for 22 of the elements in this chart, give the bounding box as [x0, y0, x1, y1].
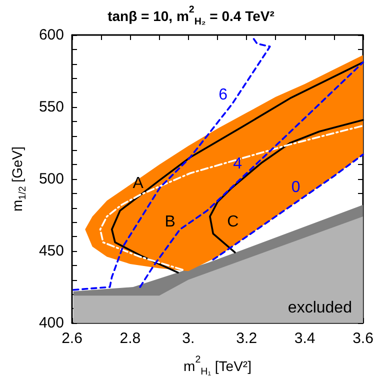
annotation: C [227, 213, 239, 230]
series-label: 0 [291, 178, 300, 196]
x-tick-label: 2.6 [62, 330, 82, 347]
x-tick-label: 2.8 [120, 330, 141, 347]
line-series [99, 124, 364, 271]
y-tick-label: 550 [38, 98, 64, 116]
series-label: 4 [233, 156, 242, 173]
x-tick-label: 3.2 [236, 330, 258, 347]
x-tick-label: 3. [182, 330, 195, 347]
y-tick-label: 400 [38, 314, 64, 332]
x-tick-label: 3.6 [352, 330, 374, 347]
series-label: 6 [218, 86, 228, 104]
y-axis-title: m1/2 [GeV] [9, 146, 28, 212]
line-series [72, 36, 271, 291]
y-tick-label: 450 [38, 242, 64, 260]
line-series [212, 154, 364, 261]
x-tick-label: 3.4 [294, 330, 316, 347]
y-tick-label: 600 [38, 26, 64, 44]
annotation: B [164, 213, 176, 230]
y-tick-label: 500 [38, 170, 64, 188]
annotation: excluded [288, 300, 352, 317]
annotation: A [132, 174, 144, 192]
